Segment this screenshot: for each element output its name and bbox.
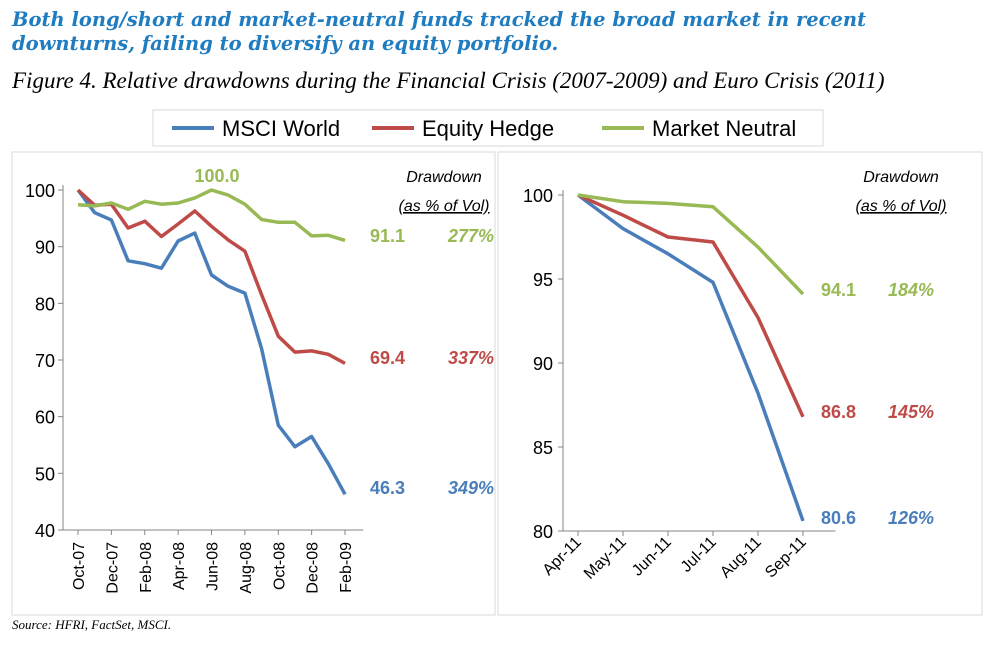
end-value-label: 80.6: [821, 508, 856, 528]
y-tick-label: 50: [35, 464, 55, 484]
end-value-label: 86.8: [821, 402, 856, 422]
drawdown-header: Drawdown: [406, 169, 482, 186]
y-tick-label: 95: [533, 270, 553, 290]
series-line-msci-world: [576, 193, 805, 522]
series-line-msci-world: [76, 188, 347, 496]
x-tick-label: May-11: [581, 534, 630, 583]
chart-panel-financial-crisis: 40 50 60 70 80 90 100 Oct-07 Dec-07 Feb-08 Apr-08 J…: [11, 151, 496, 616]
legend-box: [152, 109, 824, 147]
x-tick-label: Oct-08: [271, 542, 288, 590]
end-value-label: 91.1: [370, 226, 405, 246]
series-line-market-neutral: [77, 188, 346, 243]
y-tick-label: 100: [25, 181, 55, 201]
end-value-label: 69.4: [370, 348, 405, 368]
x-tick-label: Dec-08: [305, 542, 322, 594]
y-tick-label: 40: [35, 521, 55, 541]
y-tick-label: 90: [35, 238, 55, 258]
x-tick-label: Jun-11: [629, 534, 675, 580]
y-tick-label: 80: [35, 294, 55, 314]
legend-label-2: Market Neutral: [652, 116, 796, 141]
panel-frame: [497, 151, 983, 616]
y-tick-label: 60: [35, 408, 55, 428]
x-tick-label: Jul-11: [678, 534, 720, 576]
y-tick-label: 70: [35, 351, 55, 371]
drawdown-value-label: 145%: [888, 402, 934, 422]
series-line-equity-hedge: [577, 193, 805, 418]
y-tick-label: 80: [533, 522, 553, 542]
series-line-equity-hedge: [76, 188, 346, 365]
headline: Both long/short and market-neutral funds…: [12, 8, 867, 55]
drawdown-subheader: (as % of Vol): [856, 198, 947, 215]
x-tick-label: Dec-07: [104, 542, 121, 594]
legend: MSCI World Equity Hedge Market Neutral: [152, 109, 824, 147]
drawdown-value-label: 126%: [888, 508, 934, 528]
panel-frame: [11, 151, 496, 616]
drawdown-value-label: 337%: [448, 348, 494, 368]
y-tick-label: 90: [533, 354, 553, 374]
x-tick-label: Feb-09: [338, 542, 355, 593]
x-tick-label: Sep-11: [762, 534, 810, 582]
end-value-label: 94.1: [821, 280, 856, 300]
drawdown-value-label: 184%: [888, 280, 934, 300]
x-tick-label: Aug-08: [238, 542, 255, 594]
source-note: Source: HFRI, FactSet, MSCI.: [12, 617, 172, 632]
x-tick-label: Apr-08: [171, 542, 188, 590]
legend-label-0: MSCI World: [222, 116, 340, 141]
drawdown-header: Drawdown: [863, 169, 939, 186]
series-line-market-neutral: [577, 193, 805, 296]
legend-label-1: Equity Hedge: [422, 116, 554, 141]
drawdown-value-label: 349%: [448, 478, 494, 498]
peak-value-label: 100.0: [194, 166, 239, 186]
y-tick-label: 85: [533, 438, 553, 458]
end-value-label: 46.3: [370, 478, 405, 498]
y-tick-label: 100: [523, 186, 553, 206]
drawdown-value-label: 277%: [447, 226, 494, 246]
x-tick-label: Oct-07: [71, 542, 88, 590]
x-tick-label: Feb-08: [138, 542, 155, 593]
x-tick-label: Aug-11: [717, 534, 765, 582]
x-tick-label: Jun-08: [205, 542, 222, 591]
figure-title: Figure 4. Relative drawdowns during the …: [12, 68, 885, 93]
drawdown-subheader: (as % of Vol): [399, 198, 490, 215]
